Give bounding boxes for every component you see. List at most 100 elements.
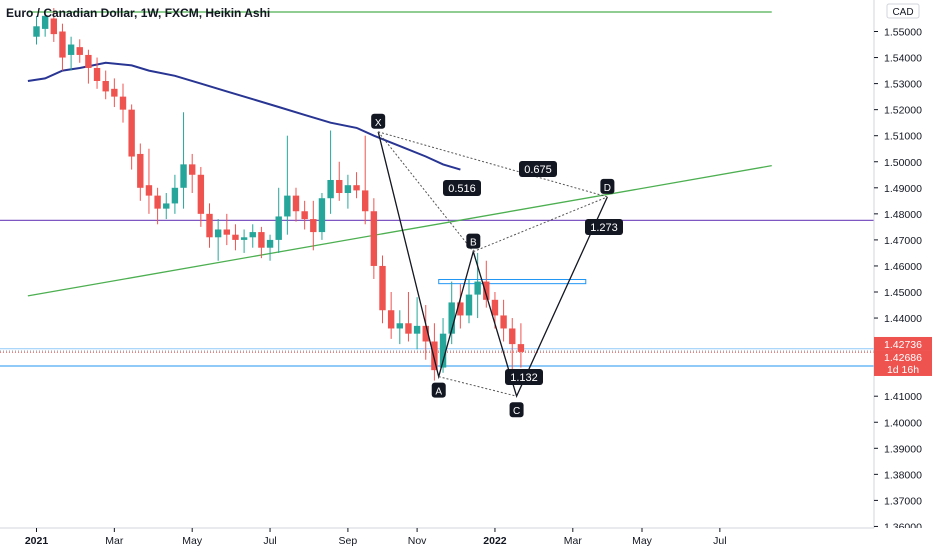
candle-body [145,185,153,196]
price-tick-label: 1.46000 [884,261,922,273]
chart-title: Euro / Canadian Dollar, 1W, FXCM, Heikin… [6,6,271,20]
candle [483,260,490,308]
pattern-point-label: A [431,382,446,398]
candle [387,292,395,339]
candle [102,70,109,100]
candle-body [67,44,75,55]
price-axis-bg [874,0,932,550]
candle-body [396,323,403,329]
candle-body [59,31,66,58]
candle-body [180,164,187,188]
candle [85,49,92,84]
ratio-label-bg [443,180,481,196]
candle [431,323,438,381]
time-tick-label: Mar [564,535,583,547]
candle [189,153,196,194]
bid-price-tag-bg [874,350,932,376]
candle-body [500,315,507,329]
axis-corner [874,528,932,550]
candle-body [431,341,438,371]
candle [474,252,481,319]
candle-body [197,174,205,214]
candle [517,323,525,368]
point-label-bg [509,402,524,418]
candle [336,161,343,201]
candle [353,172,360,199]
candle-body [154,195,161,209]
candle [232,224,239,251]
price-tick-label: 1.45000 [884,287,922,299]
candle-body [266,239,274,248]
time-tick-label: Nov [408,535,427,547]
candle-body [413,325,421,334]
candle [119,83,127,123]
candle [422,305,429,360]
candle [284,135,291,235]
candle [128,104,135,170]
ratio-label-text: 0.516 [448,183,476,195]
time-tick-label: Sep [339,535,358,547]
trendline [27,165,772,297]
candle-body [111,88,118,97]
candle-body [457,302,464,316]
price-tick-label: 1.51000 [884,131,922,143]
candle [59,23,66,71]
candle [206,203,213,248]
candle-body [448,302,455,334]
candle [405,292,412,342]
ratio-label: 1.132 [505,369,543,385]
point-label-bg [466,233,481,249]
candle-body [102,80,109,92]
candle-body [422,325,429,342]
candle-body [405,323,412,334]
candle-body [258,232,265,248]
candle [379,255,386,324]
candle-body [379,265,386,311]
candle-body [344,185,352,194]
candle-body [33,26,40,37]
candle-body [93,67,101,81]
candle [509,318,516,376]
candle-body [240,237,248,240]
ratio-label-text: 1.273 [590,222,618,234]
candle [33,15,40,45]
candle-body [50,18,57,35]
price-tick-label: 1.55000 [884,27,922,39]
bid-price-value: 1.42686 [884,352,922,364]
moving-average-line [27,61,461,171]
candle [500,299,507,342]
candle [249,224,256,248]
candle [171,174,179,214]
time-tick-label: May [632,535,653,547]
ratio-label-text: 1.132 [510,372,538,384]
currency-badge: CAD [886,3,920,19]
candle [301,200,308,230]
current-price-tag: 1.42736 [874,336,932,351]
candle [362,135,369,225]
ratio-line [473,196,608,253]
candle-body [41,15,49,29]
candle-body [370,211,378,266]
candle-body [137,153,144,188]
candle-body [85,54,92,68]
candle [240,229,248,253]
price-tick-label: 1.47000 [884,235,922,247]
candle-body [284,195,291,217]
candle [50,8,57,42]
candle-body [76,47,83,55]
candle-body [223,229,230,235]
time-tick-label: Jul [263,535,276,547]
candle-body [275,216,282,240]
candle [448,281,455,345]
candle-body [310,219,317,233]
candle [465,278,473,324]
candle [145,148,153,214]
ratio-label: 1.273 [585,219,623,235]
price-tick-label: 1.41000 [884,391,922,403]
pattern-point-label: C [509,402,524,418]
candle [154,187,161,225]
current-price-tag-bg [874,336,932,351]
